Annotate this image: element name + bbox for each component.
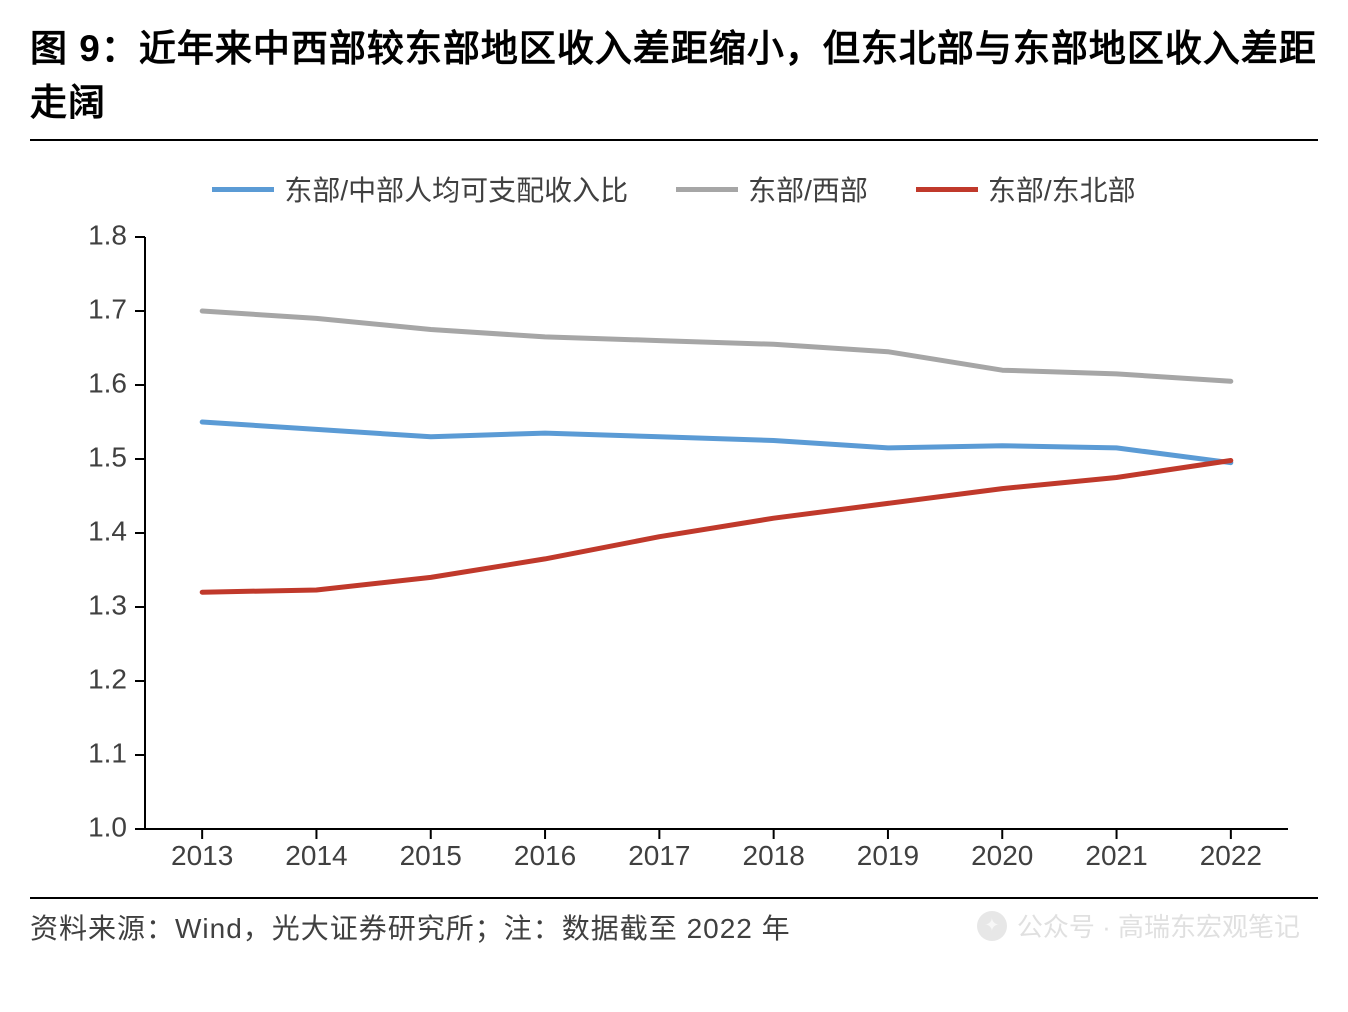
x-tick-label: 2019	[857, 840, 919, 871]
chart-area: 1.0 1.1 1.2 1.3 1.4 1.5 1.6 1.7 1.8 2013 2014 2015 2…	[30, 219, 1318, 889]
x-tick-label: 2013	[171, 840, 233, 871]
legend-swatch	[916, 187, 978, 192]
x-tick-label: 2018	[743, 840, 805, 871]
y-tick-label: 1.7	[88, 294, 127, 325]
y-tick-label: 1.1	[88, 738, 127, 769]
series-line	[202, 461, 1231, 593]
x-tick-label: 2021	[1085, 840, 1147, 871]
legend-label: 东部/西部	[748, 169, 868, 209]
figure-container: 图 9：近年来中西部较东部地区收入差距缩小，但东北部与东部地区收入差距走阔 东部…	[0, 0, 1348, 1012]
y-tick-label: 1.5	[88, 442, 127, 473]
y-tick-label: 1.4	[88, 516, 127, 547]
source-text: 资料来源：Wind，光大证券研究所；注：数据截至 2022 年	[30, 907, 1318, 947]
x-tick-label: 2022	[1200, 840, 1262, 871]
legend-item: 东部/东北部	[916, 169, 1136, 209]
x-tick-label: 2017	[628, 840, 690, 871]
y-tick-label: 1.2	[88, 664, 127, 695]
series-line	[202, 422, 1231, 463]
legend-label: 东部/中部人均可支配收入比	[284, 169, 628, 209]
line-chart: 1.0 1.1 1.2 1.3 1.4 1.5 1.6 1.7 1.8 2013 2014 2015 2…	[30, 219, 1318, 889]
y-tick-label: 1.6	[88, 368, 127, 399]
legend-swatch	[676, 187, 738, 192]
x-tick-label: 2015	[400, 840, 462, 871]
legend-label: 东部/东北部	[988, 169, 1136, 209]
x-tick-label: 2020	[971, 840, 1033, 871]
legend-item: 东部/中部人均可支配收入比	[212, 169, 628, 209]
series-line	[202, 311, 1231, 381]
figure-title: 图 9：近年来中西部较东部地区收入差距缩小，但东北部与东部地区收入差距走阔	[30, 22, 1318, 129]
x-tick-label: 2014	[285, 840, 347, 871]
legend-swatch	[212, 187, 274, 192]
y-tick-label: 1.8	[88, 220, 127, 251]
source-divider	[30, 897, 1318, 899]
x-tick-label: 2016	[514, 840, 576, 871]
chart-legend: 东部/中部人均可支配收入比 东部/西部 东部/东北部	[30, 169, 1318, 209]
legend-item: 东部/西部	[676, 169, 868, 209]
title-divider	[30, 139, 1318, 141]
y-tick-label: 1.3	[88, 590, 127, 621]
y-tick-label: 1.0	[88, 812, 127, 843]
